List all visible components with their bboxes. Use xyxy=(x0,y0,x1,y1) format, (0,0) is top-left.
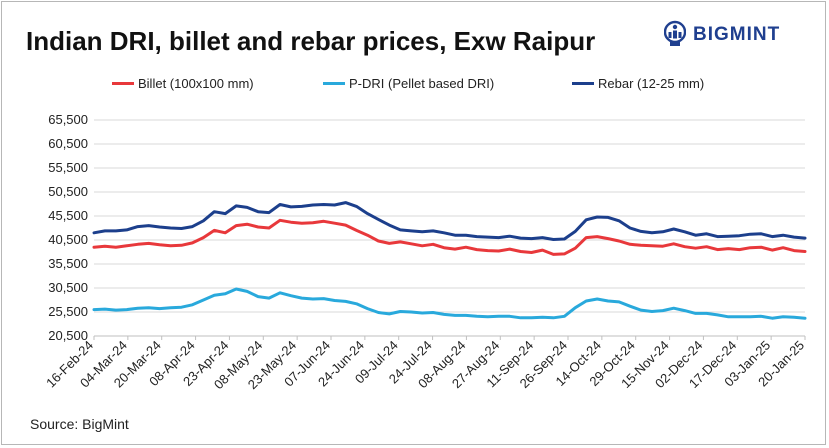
legend-swatch-p-dri xyxy=(323,82,345,85)
y-tick-label: 65,500 xyxy=(48,112,88,127)
legend-label-billet: Billet (100x100 mm) xyxy=(138,76,254,91)
y-tick-label: 40,500 xyxy=(48,232,88,247)
y-tick-label: 55,500 xyxy=(48,160,88,175)
legend-swatch-billet xyxy=(112,82,134,85)
series-line-rebar xyxy=(92,201,807,241)
series-line-billet xyxy=(92,218,807,256)
y-tick-label: 35,500 xyxy=(48,256,88,271)
bigmint-logo-icon xyxy=(664,20,686,46)
y-tick-label: 30,500 xyxy=(48,280,88,295)
y-tick-label: 25,500 xyxy=(48,304,88,319)
legend-item-p-dri: P-DRI (Pellet based DRI) xyxy=(323,76,494,91)
legend-label-rebar: Rebar (12-25 mm) xyxy=(598,76,705,91)
legend-swatch-rebar xyxy=(572,82,594,85)
chart-legend: Billet (100x100 mm) P-DRI (Pellet based … xyxy=(0,76,829,96)
legend-item-billet: Billet (100x100 mm) xyxy=(112,76,254,91)
y-tick-label: 60,500 xyxy=(48,136,88,151)
legend-item-rebar: Rebar (12-25 mm) xyxy=(572,76,704,91)
y-tick-label: 45,500 xyxy=(48,208,88,223)
chart-title: Indian DRI, billet and rebar prices, Exw… xyxy=(26,26,596,56)
bigmint-logo: BIGMINT xyxy=(664,17,814,53)
source-note: Source: BigMint xyxy=(30,416,129,432)
series-line-p-dri xyxy=(92,287,807,320)
y-tick-label: 20,500 xyxy=(48,328,88,343)
bigmint-logo-text: BIGMINT xyxy=(693,24,781,45)
legend-label-p-dri: P-DRI (Pellet based DRI) xyxy=(349,76,495,91)
y-tick-label: 50,500 xyxy=(48,184,88,199)
